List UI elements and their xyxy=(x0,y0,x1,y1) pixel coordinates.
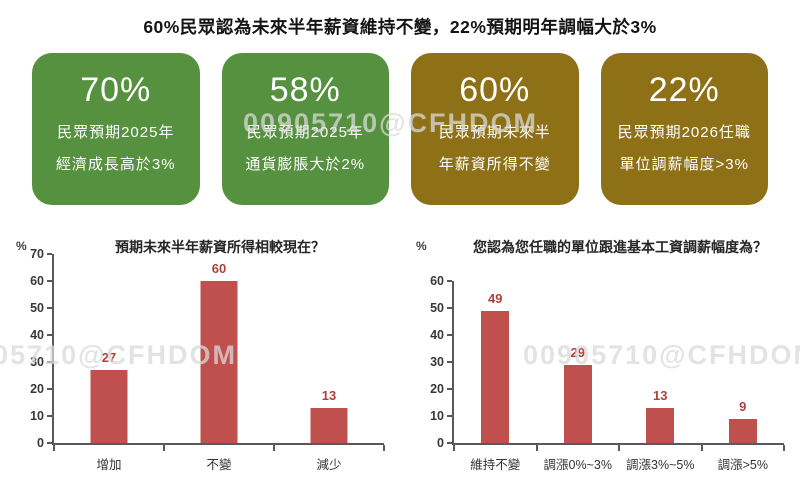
stat-cards-row: 70% 民眾預期2025年 經濟成長高於3% 58% 民眾預期2025年 通貨膨… xyxy=(0,53,800,205)
page-title: 60%民眾認為未來半年薪資維持不變，22%預期明年調幅大於3% xyxy=(143,17,657,37)
x-axis-tick xyxy=(700,445,703,451)
y-axis-tick-label: 50 xyxy=(430,301,444,315)
bar xyxy=(563,364,592,443)
y-axis-tick-label: 0 xyxy=(437,436,444,450)
bars-area: 49 維持不變 29 調漲0%~3% 13 調漲3%~5% 9 調漲>5% xyxy=(454,281,785,472)
bar xyxy=(200,281,238,443)
stat-value: 58% xyxy=(269,71,341,109)
y-axis-tick xyxy=(447,388,452,390)
y-axis-tick-label: 30 xyxy=(30,355,44,369)
chart-salary-expectation: % 預期未來半年薪資所得相較現在？ 0 10 20 30 40 50 60 70 27 增加 60 不… xyxy=(0,231,400,483)
y-axis-tick-label: 0 xyxy=(37,436,44,450)
stat-caption-line: 經濟成長高於3% xyxy=(55,156,176,173)
x-axis-category-label: 調漲>5% xyxy=(717,458,768,472)
y-axis-tick xyxy=(447,415,452,417)
x-axis-tick xyxy=(618,445,620,451)
stat-caption-line: 民眾預期2026任職 xyxy=(617,124,751,141)
y-axis-tick xyxy=(47,307,52,309)
bar-slot: 49 維持不變 xyxy=(454,281,537,472)
bar-value-label: 29 xyxy=(570,344,585,360)
stat-card-salary-unchanged: 60% 民眾預期未來半 年薪資所得不變 xyxy=(411,53,579,205)
x-axis-category-label: 調漲3%~5% xyxy=(626,458,695,472)
y-axis-tick-label: 40 xyxy=(430,328,444,342)
bars-area: 27 增加 60 不變 13 減少 xyxy=(54,254,384,472)
bar-value-label: 13 xyxy=(653,387,668,403)
bar xyxy=(90,370,128,443)
y-axis-tick-label: 60 xyxy=(30,274,44,288)
x-axis-tick xyxy=(383,445,385,451)
bar-value-label: 9 xyxy=(739,398,747,414)
y-axis-tick xyxy=(447,280,452,282)
plot-area: 0 10 20 30 40 50 60 70 27 增加 60 不變 13 減少 xyxy=(30,247,385,472)
x-axis-tick xyxy=(53,445,55,451)
bar-slot: 29 調漲0%~3% xyxy=(537,281,620,472)
x-axis-category-label: 不變 xyxy=(206,458,232,472)
bar xyxy=(310,407,348,443)
y-axis-tick xyxy=(447,361,452,363)
y-axis-tick xyxy=(47,361,52,363)
y-axis-tick xyxy=(47,280,52,282)
y-axis-tick xyxy=(47,334,52,336)
stat-caption-line: 民眾預期未來半 xyxy=(438,124,551,141)
bar-value-label: 13 xyxy=(321,387,337,403)
stat-value: 60% xyxy=(459,71,531,109)
chart-title: 您認為您任職的單位跟進基本工資調薪幅度為？ xyxy=(473,239,767,255)
bar-slot: 13 減少 xyxy=(274,254,384,472)
bar-slot: 60 不變 xyxy=(164,254,274,472)
y-axis-tick-label: 10 xyxy=(30,409,44,423)
bar-value-label: 49 xyxy=(488,290,503,306)
y-axis-tick xyxy=(47,415,52,417)
x-axis-tick xyxy=(163,445,165,451)
stat-caption-line: 年薪資所得不變 xyxy=(438,156,551,173)
y-axis-tick xyxy=(447,442,452,444)
stat-value: 70% xyxy=(80,71,152,109)
y-axis-tick-label: 20 xyxy=(30,382,44,396)
y-axis-tick xyxy=(47,442,52,444)
bar-slot: 13 調漲3%~5% xyxy=(619,281,702,472)
chart-title: 預期未來半年薪資所得相較現在？ xyxy=(115,239,325,255)
bar-slot: 27 增加 xyxy=(54,254,164,472)
y-axis-tick xyxy=(447,334,452,336)
y-axis-tick-label: 40 xyxy=(30,328,44,342)
bar xyxy=(481,310,510,443)
stat-card-raise-above-3pct: 22% 民眾預期2026任職 單位調薪幅度>3% xyxy=(600,53,768,205)
x-axis-category-label: 維持不變 xyxy=(470,458,521,472)
y-axis-tick-label: 30 xyxy=(430,355,444,369)
y-axis-tick-label: 60 xyxy=(430,274,444,288)
y-axis-unit-label: % xyxy=(416,239,427,253)
x-axis-tick xyxy=(273,445,275,451)
x-axis-category-label: 調漲0%~3% xyxy=(543,458,612,472)
bar xyxy=(728,418,757,443)
y-axis-tick-label: 70 xyxy=(30,247,44,261)
stat-caption-line: 民眾預期2025年 xyxy=(246,124,364,141)
x-axis-category-label: 減少 xyxy=(316,458,342,472)
chart-employer-raise-expectation: % 您認為您任職的單位跟進基本工資調薪幅度為？ 0 10 20 30 40 50 60 49 維… xyxy=(400,231,800,483)
charts-row: % 預期未來半年薪資所得相較現在？ 0 10 20 30 40 50 60 70 27 增加 60 不… xyxy=(0,231,800,483)
x-axis-category-label: 增加 xyxy=(96,458,122,472)
bar-slot: 9 調漲>5% xyxy=(702,281,785,472)
bar-value-label: 27 xyxy=(101,350,117,366)
y-axis-tick-label: 20 xyxy=(430,382,444,396)
stat-card-economic-growth: 70% 民眾預期2025年 經濟成長高於3% xyxy=(32,53,200,205)
stat-caption-line: 單位調薪幅度>3% xyxy=(619,156,749,173)
y-axis-tick xyxy=(47,388,52,390)
x-axis-tick xyxy=(535,445,538,451)
stat-caption-line: 民眾預期2025年 xyxy=(57,124,175,141)
plot-area: 0 10 20 30 40 50 60 49 維持不變 29 調漲0%~3% 13 調漲3%~5% 9 調漲… xyxy=(430,274,785,472)
x-axis-tick xyxy=(783,445,785,451)
y-axis-tick xyxy=(447,307,452,309)
y-axis-tick-label: 50 xyxy=(30,301,44,315)
y-axis-tick-label: 10 xyxy=(430,409,444,423)
stat-value: 22% xyxy=(648,71,720,109)
stat-caption-line: 通貨膨脹大於2% xyxy=(245,156,366,173)
bar-value-label: 60 xyxy=(211,261,227,276)
y-axis-tick xyxy=(47,253,52,255)
y-axis-unit-label: % xyxy=(16,239,27,253)
x-axis-tick xyxy=(453,445,455,451)
bar xyxy=(646,407,675,443)
stat-card-inflation: 58% 民眾預期2025年 通貨膨脹大於2% xyxy=(221,53,389,205)
